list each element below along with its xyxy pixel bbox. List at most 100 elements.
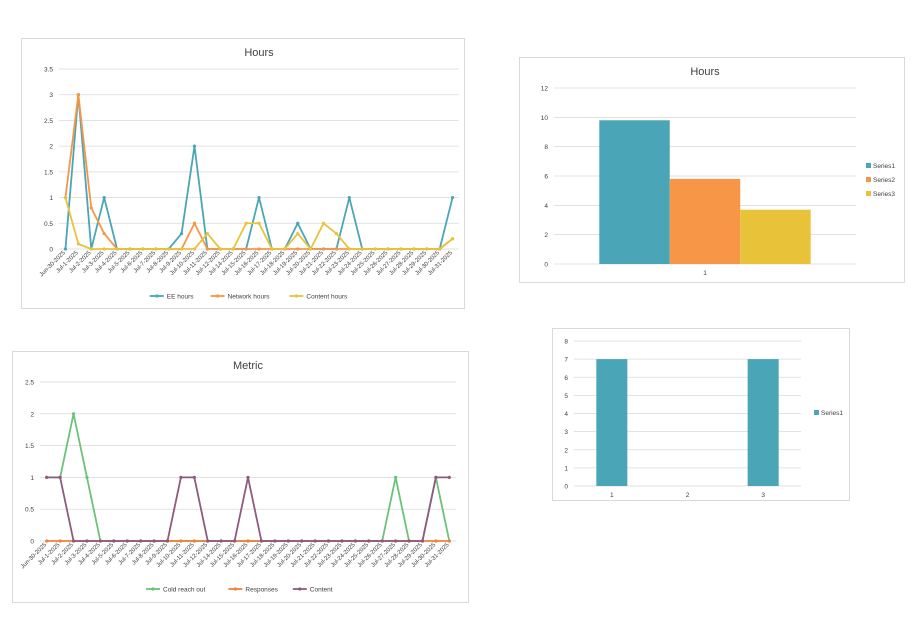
y-tick-label: 2 [30,411,34,418]
y-tick-label: 6 [564,375,568,382]
data-point [244,221,248,225]
data-point [270,247,274,251]
data-point [219,539,223,543]
legend-label: Series1 [873,163,895,170]
data-point [300,539,304,543]
data-point [386,247,390,251]
data-point [425,247,429,251]
data-point [71,539,76,543]
legend-label: Series3 [873,191,895,198]
y-tick-label: 10 [541,115,549,122]
data-point [347,195,351,200]
small-bar-chart-svg: 0 1 2 3 4 5 6 7 8 1 2 3 Series1 [564,339,843,500]
data-point [192,539,196,543]
legend-marker [294,294,298,298]
data-point [154,247,158,251]
data-point [380,539,384,543]
y-tick-label: 3.5 [44,67,53,74]
data-point [139,539,143,543]
data-point [192,221,197,225]
data-point [206,539,210,543]
data-point [309,247,313,251]
y-tick-label: 1.5 [44,169,53,176]
data-point [231,247,235,251]
legend-label: Network hours [228,293,271,300]
data-point [246,539,250,543]
data-point [165,539,170,543]
data-point [438,247,442,251]
y-tick-label: 2.5 [25,380,34,387]
data-point [85,475,89,479]
data-point [353,539,357,543]
legend-label: Series2 [873,177,895,184]
hours-bar-chart-svg: Hours 0 2 4 6 8 10 12 1 Series1 Series2 Series3 [541,66,896,277]
data-point [321,221,326,225]
data-point [244,247,248,251]
data-point [412,247,416,251]
y-tick-label: 2 [564,447,568,454]
bar [669,178,741,264]
data-point [218,247,222,251]
legend-marker [233,587,237,591]
data-point [373,247,377,251]
data-point [179,475,183,479]
data-point [89,247,93,251]
legend-label: Responses [245,586,278,593]
data-point [334,231,339,236]
data-point [167,247,171,251]
data-point [447,539,451,543]
y-tick-label: 1 [49,195,53,202]
y-tick-label: 0.5 [25,507,34,514]
data-point [257,247,261,251]
data-point [71,412,76,416]
y-tick-label: 7 [564,357,568,364]
hours-bar-chart: Hours 0 2 4 6 8 10 12 1 Series1 Series2 Series3 [519,57,905,283]
data-point [192,247,197,251]
data-point [58,475,62,479]
legend-swatch [866,191,871,196]
bar [599,120,670,264]
data-point [394,475,398,479]
data-point [128,247,132,251]
y-tick-label: 0.5 [44,221,53,228]
hours-line-chart: Hours 0 0.5 1 1.5 2 2.5 3 3.5 Jun-30-2025 Jul-1-20… [21,38,465,309]
y-tick-label: 4 [564,411,568,418]
y-tick-label: 3 [49,92,53,99]
x-tick-label: 3 [761,492,765,499]
y-tick-label: 0 [49,247,53,254]
data-point [394,539,398,543]
data-point [89,206,93,210]
data-point [76,93,80,97]
data-point [192,475,196,479]
data-point [296,231,300,236]
y-tick-label: 8 [544,144,548,151]
bar [596,359,628,486]
y-tick-label: 1 [564,465,568,472]
data-point [286,539,290,543]
y-tick-label: 0 [544,262,548,269]
data-point [407,539,411,543]
data-point [63,247,68,251]
bar [740,209,811,264]
data-point [273,539,277,543]
small-bar-chart: 0 1 2 3 4 5 6 7 8 1 2 3 Series1 [552,328,850,501]
x-tick-label: 1 [703,270,707,277]
data-point [347,247,351,251]
legend-marker [151,587,155,591]
data-point [296,247,300,251]
y-tick-label: 5 [564,393,568,400]
data-point [420,539,425,543]
y-tick-label: 2 [544,232,548,239]
chart-title: Hours [690,66,720,78]
data-point [58,539,62,543]
data-point [141,247,145,251]
data-point [232,539,237,543]
data-point [257,195,261,200]
data-point [112,539,116,543]
y-tick-label: 0 [30,539,34,546]
y-tick-label: 4 [544,203,548,210]
data-point [205,231,209,236]
data-point [246,475,250,479]
data-point [283,247,287,251]
data-point [85,539,89,543]
